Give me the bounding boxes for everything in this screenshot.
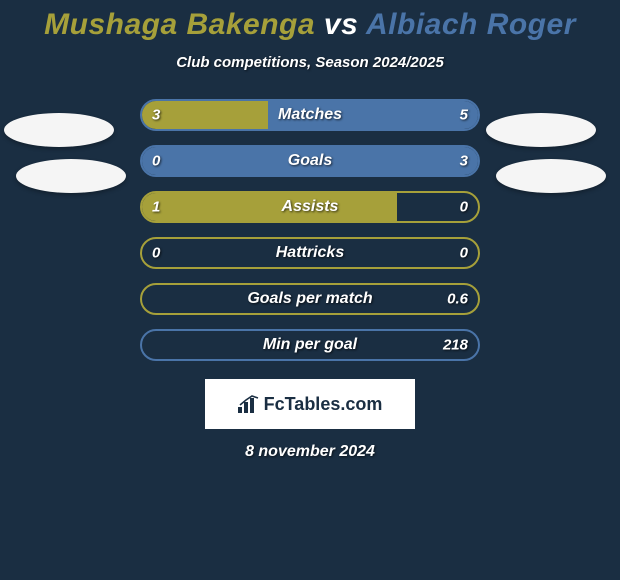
stat-row: 218Min per goal	[0, 329, 620, 361]
stat-value-right: 0	[460, 245, 468, 262]
stat-label: Goals per match	[142, 290, 478, 308]
logo-box: FcTables.com	[205, 379, 415, 429]
stat-rows: 35Matches03Goals10Assists00Hattricks0.6G…	[0, 99, 620, 361]
club-logo-placeholder	[16, 159, 126, 193]
stat-value-right: 5	[460, 107, 468, 124]
club-logo-placeholder	[496, 159, 606, 193]
bar-fill-right	[142, 147, 478, 175]
page-title: Mushaga Bakenga vs Albiach Roger	[0, 8, 620, 42]
stat-value-left: 3	[152, 107, 160, 124]
title-vs: vs	[324, 8, 358, 41]
stat-value-right: 3	[460, 153, 468, 170]
chart-icon	[238, 395, 260, 413]
stat-bar: 218Min per goal	[140, 329, 480, 361]
club-logo-placeholder	[486, 113, 596, 147]
stat-bar: 35Matches	[140, 99, 480, 131]
stat-bar: 0.6Goals per match	[140, 283, 480, 315]
stat-label: Hattricks	[142, 244, 478, 262]
stat-row: 10Assists	[0, 191, 620, 223]
stat-value-left: 1	[152, 199, 160, 216]
stat-bar: 0 0Hattricks	[140, 237, 480, 269]
date-text: 8 november 2024	[0, 443, 620, 461]
bar-fill-left	[142, 193, 397, 221]
bar-fill-left	[142, 101, 268, 129]
stat-row: 0 0Hattricks	[0, 237, 620, 269]
comparison-infographic: Mushaga Bakenga vs Albiach Roger Club co…	[0, 0, 620, 461]
stat-value-right: 0.6	[447, 291, 468, 308]
stat-value-right: 0	[460, 199, 468, 216]
title-player1: Mushaga Bakenga	[44, 8, 315, 41]
stat-bar: 10Assists	[140, 191, 480, 223]
stat-label: Min per goal	[142, 336, 478, 354]
stat-value-left: 0	[152, 153, 160, 170]
logo-text: FcTables.com	[264, 394, 383, 415]
bar-fill-right	[268, 101, 478, 129]
club-logo-placeholder	[4, 113, 114, 147]
stat-value-right: 218	[443, 337, 468, 354]
title-player2: Albiach Roger	[366, 8, 576, 41]
subtitle: Club competitions, Season 2024/2025	[0, 54, 620, 71]
stat-bar: 03Goals	[140, 145, 480, 177]
stat-value-left: 0	[152, 245, 160, 262]
stat-row: 0.6Goals per match	[0, 283, 620, 315]
